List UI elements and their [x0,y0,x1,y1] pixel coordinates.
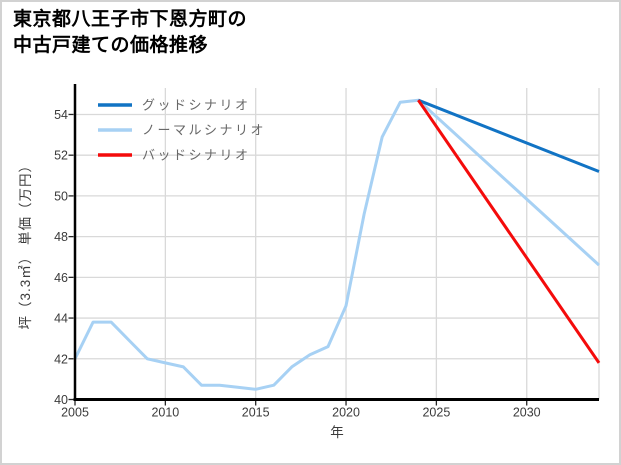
series-line-good [417,98,600,173]
y-axis-label: 坪（3.3㎡） 単価（万円） [18,158,33,330]
y-tick-label: 54 [54,108,68,122]
y-tick-label: 44 [54,312,68,326]
chart-title-line1: 東京都八王子市下恩方町の [13,9,248,30]
chart-title-line2: 中古戸建ての価格推移 [13,35,209,57]
x-tick-label: 2030 [513,406,541,420]
series-line-bad [417,99,601,364]
y-tick-label: 50 [54,189,68,203]
y-tick-label: 42 [54,352,68,366]
x-axis-label: 年 [330,425,344,440]
x-tick-label: 2005 [61,406,89,420]
x-tick-label: 2025 [422,406,450,420]
page-title: 東京都八王子市下恩方町の 中古戸建ての価格推移 [13,7,247,59]
legend-label-normal: ノーマルシナリオ [142,123,266,138]
legend-label-good: グッドシナリオ [142,98,251,113]
x-tick-label: 2020 [332,406,360,420]
x-tick-label: 2010 [151,406,179,420]
y-tick-label: 40 [54,393,68,407]
y-tick-label: 52 [54,149,68,163]
y-tick-label: 46 [54,271,68,285]
y-tick-label: 48 [54,230,68,244]
legend-label-bad: バッドシナリオ [142,148,251,163]
x-tick-label: 2015 [242,406,270,420]
series-line-normal [73,98,601,391]
